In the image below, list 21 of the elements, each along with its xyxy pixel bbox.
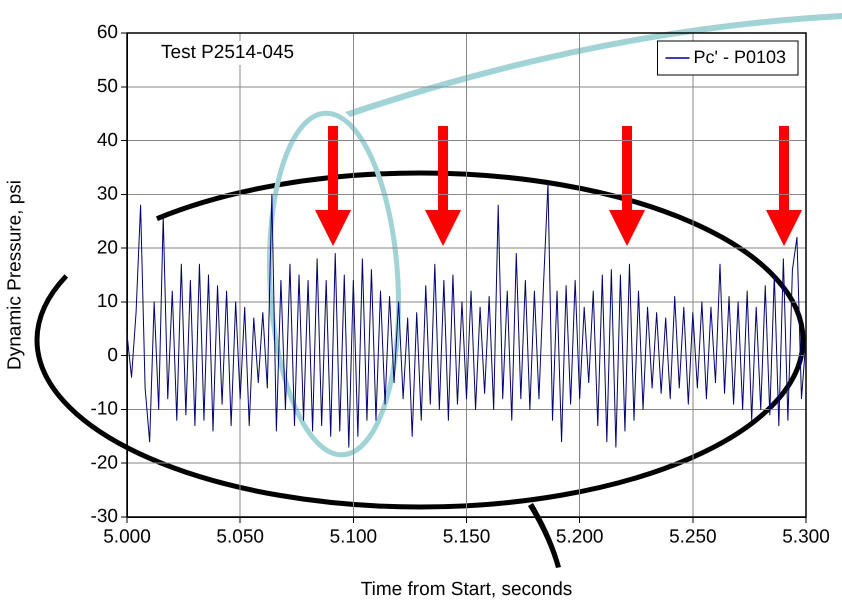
y-tick-label: -30 (90, 506, 118, 528)
legend-label: Pc' - P0103 (694, 46, 786, 67)
x-tick-label: 5.250 (669, 526, 717, 548)
y-tick-label: 10 (96, 291, 118, 312)
y-tick-label: -10 (90, 398, 118, 420)
x-tick-label: 5.000 (103, 526, 151, 548)
x-tick-label: 5.300 (782, 526, 830, 548)
y-tick-label: -20 (90, 452, 118, 474)
y-tick-label: 20 (96, 237, 118, 258)
y-axis-title: Dynamic Pressure, psi (4, 180, 26, 370)
x-tick-label: 5.200 (556, 526, 604, 548)
x-axis-title: Time from Start, seconds (360, 578, 572, 600)
y-tick-label: 30 (96, 184, 118, 205)
x-tick-label: 5.100 (330, 526, 378, 548)
annotation: Test P2514-045 (161, 42, 294, 64)
y-tick-label: 40 (96, 130, 118, 151)
x-tick-label: 5.050 (216, 526, 264, 548)
x-tick-label: 5.150 (442, 526, 490, 548)
y-tick-label: 60 (96, 22, 118, 44)
y-tick-label: 0 (107, 344, 118, 366)
y-tick-label: 50 (96, 76, 118, 98)
